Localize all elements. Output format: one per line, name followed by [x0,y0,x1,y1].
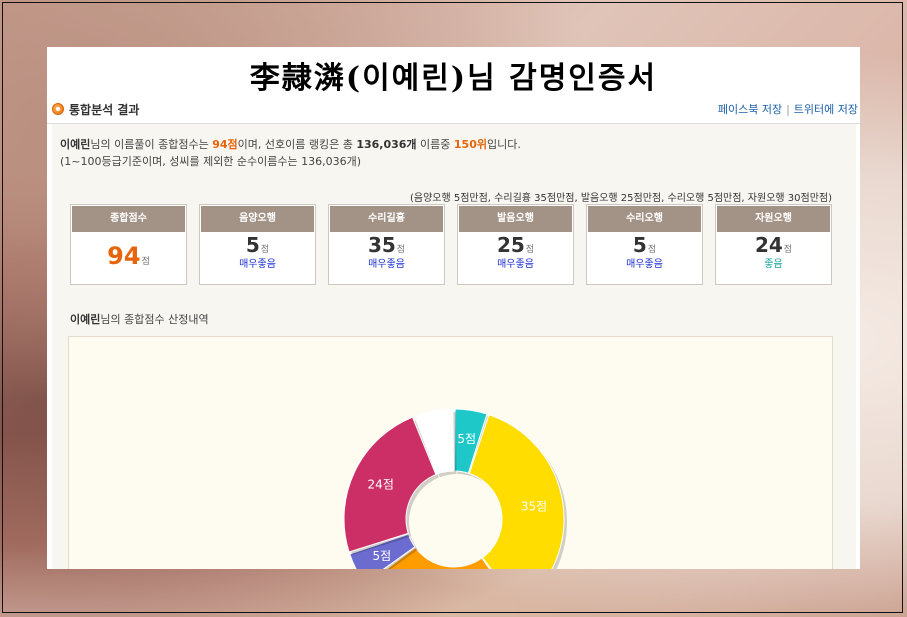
card-unit: 점 [783,245,793,255]
card-unit: 점 [260,245,270,255]
card-label: 음양오행 [201,206,314,232]
card-value: 5 [245,233,260,257]
summary-part4: 입니다. [487,138,521,151]
certificate-panel: 李隷潾(이예린)님 감명인증서 통합분석 결과 페이스북 저장 | 트위터에 저장 … [47,47,860,569]
breakdown-title: 이예린님의 종합점수 산정내역 [70,311,209,327]
card-label: 수리길흉 [330,206,443,232]
card-label: 종합점수 [72,206,185,232]
card-unit: 점 [396,245,406,255]
section-header: 통합분석 결과 페이스북 저장 | 트위터에 저장 [47,97,860,124]
card-unit: 점 [647,245,657,255]
slice-label: 5점 [457,432,476,446]
donut-slice [453,408,488,474]
card-unit: 점 [525,245,535,255]
card-total: 종합점수 94점 [70,204,187,285]
donut-slice [385,546,491,569]
result-area: 이예린님의 이름풀이 종합점수는 94점이며, 선호이름 랭킹은 총 136,0… [52,124,856,569]
summary-part2: 이며, 선호이름 랭킹은 총 [237,138,357,151]
donut-slice [349,533,416,569]
card-value: 94 [107,242,141,270]
twitter-save-link[interactable]: 트위터에 저장 [793,103,858,116]
card-value: 24 [754,233,783,257]
card-numeric-elements: 수리오행 5점 매우좋음 [586,204,703,285]
donut-slice [413,408,455,475]
summary-text: 이예린님의 이름풀이 종합점수는 94점이며, 선호이름 랭킹은 총 136,0… [60,136,521,170]
card-yinyang: 음양오행 5점 매우좋음 [199,204,316,285]
share-links: 페이스북 저장 | 트위터에 저장 [718,101,858,117]
share-separator: | [786,103,790,116]
card-numerology: 수리길흉 35점 매우좋음 [328,204,445,285]
card-value: 5 [632,233,647,257]
chart-container: 5점35점25점5점24점 [68,336,833,569]
donut-chart: 5점35점25점5점24점 [343,408,567,569]
max-points-note: (음양오행 5점만점, 수리길흉 35점만점, 발음오행 25점만점, 수리오행… [409,193,832,204]
summary-rank: 150위 [453,138,487,151]
card-grade: 좋음 [764,259,783,270]
summary-line2: (1~100등급기준이며, 성씨를 제외한 순수이름수는 136,036개) [60,155,362,168]
section-title: 통합분석 결과 [69,103,140,117]
card-resource-elements: 자원오행 24점 좋음 [715,204,832,285]
card-label: 자원오행 [717,206,830,232]
card-grade: 매우좋음 [497,259,534,270]
card-label: 발음오행 [459,206,572,232]
summary-part3: 이름중 [416,138,454,151]
breakdown-name: 이예린 [70,313,101,326]
donut-slice [343,416,437,553]
summary-total-names: 136,036개 [356,138,417,151]
slice-label: 35점 [521,499,547,513]
summary-name: 이예린 [60,138,91,151]
card-grade: 매우좋음 [368,259,405,270]
bullet-icon [52,103,64,115]
summary-score: 94점 [212,138,238,151]
breakdown-title-text: 님의 종합점수 산정내역 [100,313,209,326]
summary-part1: 님의 이름풀이 종합점수는 [90,138,213,151]
card-pronunciation: 발음오행 25점 매우좋음 [457,204,574,285]
card-value: 35 [367,233,396,257]
card-grade: 매우좋음 [239,259,276,270]
slice-label: 24점 [368,478,394,492]
slice-label: 5점 [372,549,391,563]
card-grade: 매우좋음 [626,259,663,270]
facebook-save-link[interactable]: 페이스북 저장 [717,103,783,116]
certificate-title: 李隷潾(이예린)님 감명인증서 [249,61,658,96]
card-value: 25 [496,233,525,257]
card-label: 수리오행 [588,206,701,232]
donut-slice [468,414,565,569]
card-unit: 점 [141,257,150,267]
